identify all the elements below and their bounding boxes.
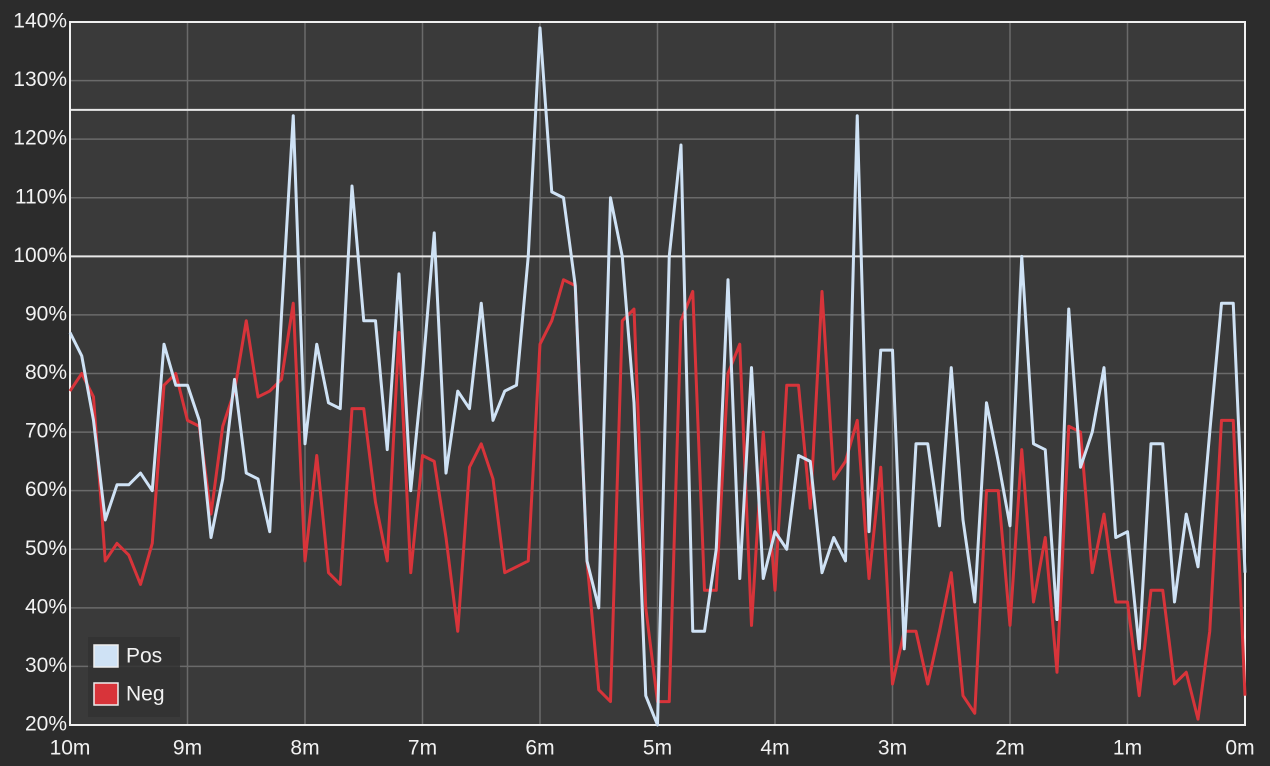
y-tick-label: 60% (25, 478, 67, 501)
y-tick-label: 70% (25, 420, 67, 443)
x-tick-label: 2m (995, 737, 1024, 760)
y-tick-label: 80% (25, 361, 67, 384)
legend-swatch (93, 644, 119, 668)
y-tick-label: 130% (13, 68, 67, 91)
x-tick-label: 4m (760, 737, 789, 760)
series-line (68, 26, 1247, 727)
y-tick-label: 30% (25, 654, 67, 677)
x-tick-label: 7m (408, 737, 437, 760)
x-tick-label: 1m (1113, 737, 1142, 760)
x-tick-label: 9m (173, 737, 202, 760)
x-tick-label: 0m (1225, 737, 1254, 760)
x-tick-label: 3m (878, 737, 907, 760)
y-tick-label: 100% (13, 244, 67, 267)
y-tick-label: 50% (25, 537, 67, 560)
y-tick-label: 40% (25, 595, 67, 618)
legend-label: Neg (126, 683, 165, 706)
x-tick-label: 5m (643, 737, 672, 760)
y-tick-label: 90% (25, 302, 67, 325)
y-tick-label: 120% (13, 127, 67, 150)
legend-label: Pos (126, 645, 162, 668)
x-tick-label: 6m (525, 737, 554, 760)
y-tick-label: 140% (13, 10, 67, 33)
y-tick-label: 110% (15, 185, 67, 208)
x-tick-label: 10m (50, 737, 91, 760)
legend-swatch (93, 682, 119, 706)
x-tick-label: 8m (290, 737, 319, 760)
y-tick-label: 20% (25, 713, 67, 736)
